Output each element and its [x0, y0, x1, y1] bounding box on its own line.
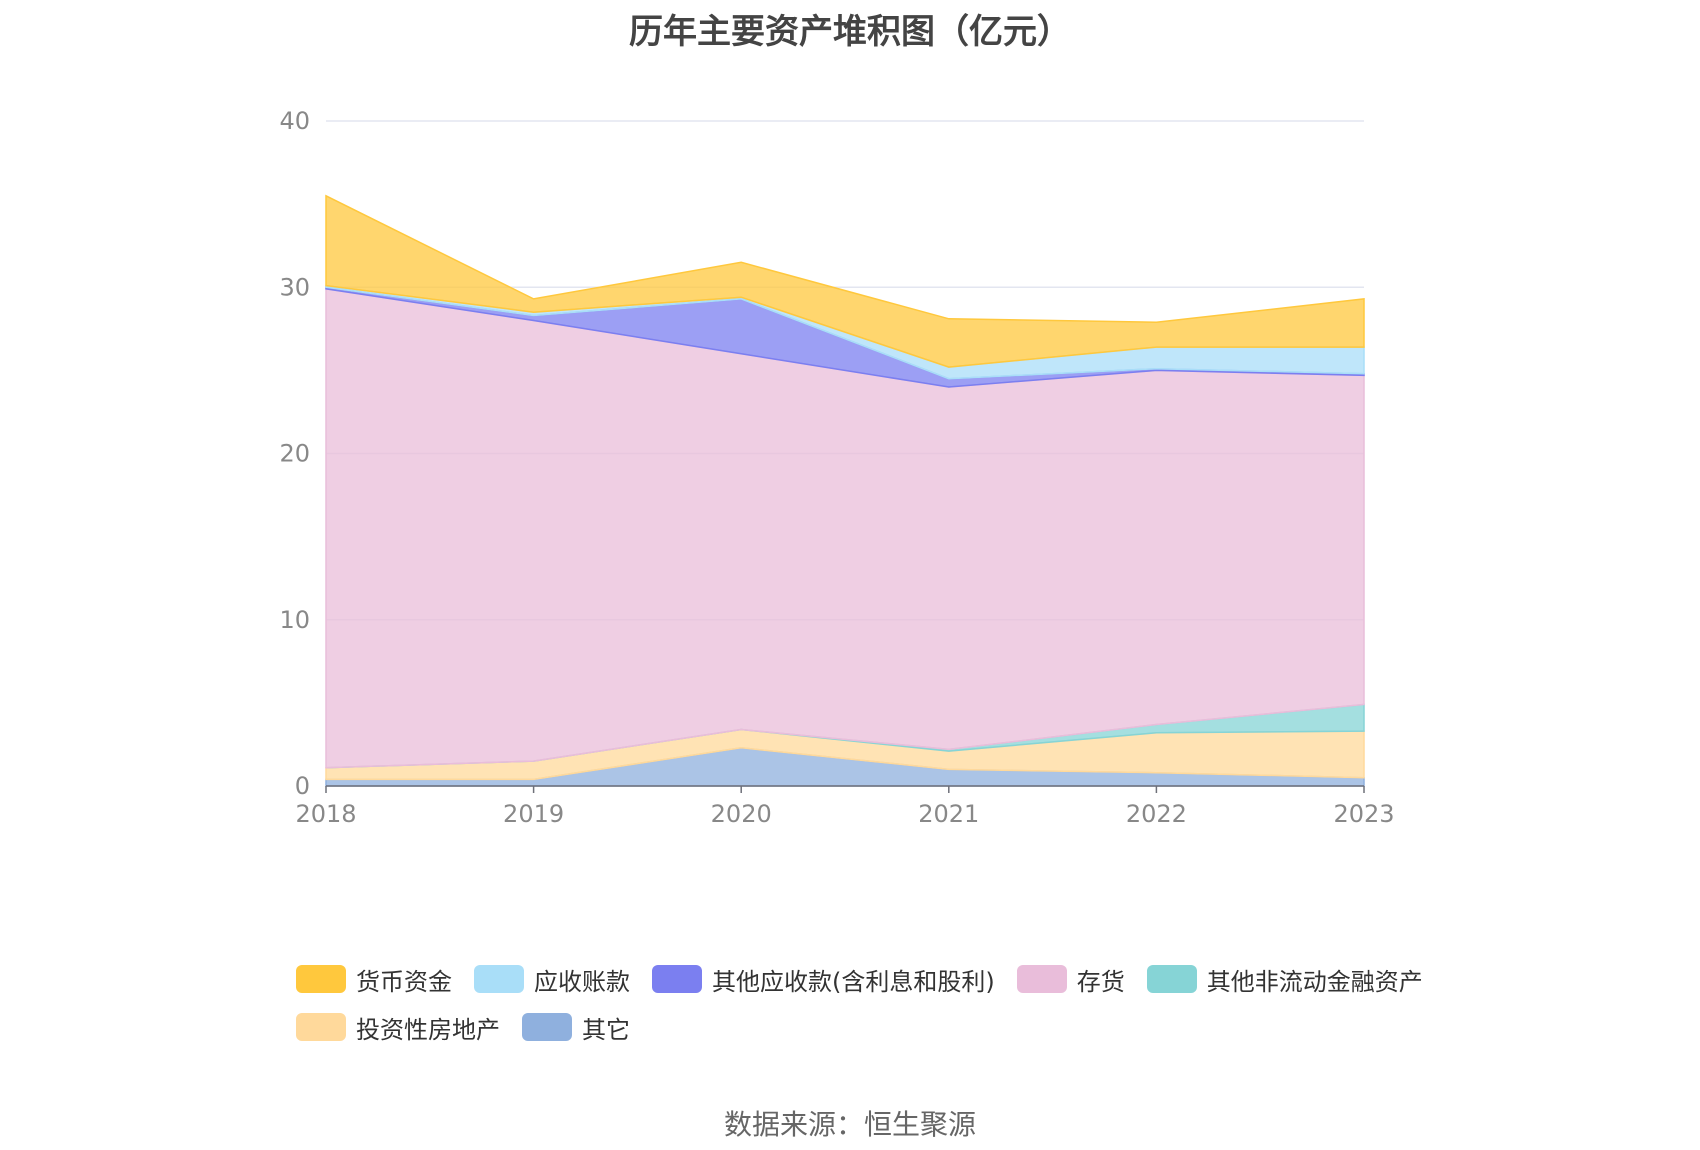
y-tick-label: 10: [279, 606, 310, 634]
x-tick-label: 2018: [295, 800, 356, 828]
area-series-6: [325, 194, 1365, 368]
chart-title: 历年主要资产堆积图（亿元）: [629, 12, 1071, 52]
legend-item[interactable]: 存货: [1016, 955, 1125, 1003]
data-source: 数据来源：恒生聚源: [723, 1108, 976, 1141]
legend-item[interactable]: 其它: [522, 1003, 630, 1051]
x-tick-label: 2022: [1126, 800, 1187, 828]
legend-swatch: [1016, 965, 1067, 993]
legend-item[interactable]: 应收账款: [474, 955, 630, 1003]
y-tick-label: 40: [279, 107, 310, 135]
legend-swatch: [296, 965, 346, 993]
legend-item[interactable]: 其他应收款(含利息和股利): [652, 955, 995, 1003]
axes: 0 10 20 30 40 2018 2019 2020 2021 2022 2023: [279, 107, 1394, 828]
legend-label: 其它: [582, 1015, 630, 1044]
legend-item[interactable]: 其他非流动金融资产: [1146, 955, 1423, 1003]
legend-swatch: [1146, 965, 1197, 993]
legend-label: 货币资金: [356, 967, 452, 996]
legend-label: 其他应收款(含利息和股利): [712, 967, 995, 996]
legend-swatch: [474, 965, 524, 993]
x-tick-label: 2023: [1333, 800, 1394, 828]
x-tick-label: 2019: [503, 800, 564, 828]
y-tick-label: 30: [279, 273, 310, 301]
legend-swatch: [522, 1013, 572, 1041]
legend-item[interactable]: 货币资金: [296, 955, 452, 1003]
area-series: [325, 194, 1365, 787]
legend-swatch: [296, 1013, 346, 1041]
stacked-area-chart: 0 10 20 30 40 2018 2019 2020 2021 2022 2023: [279, 107, 1394, 828]
y-tick-label: 20: [279, 440, 310, 468]
legend-item[interactable]: 投资性房地产: [296, 1003, 500, 1051]
y-tick-label: 0: [295, 772, 310, 800]
legend: 货币资金 应收账款 其他应收款(含利息和股利) 存货 其他非流动金融资产投资性房地产 其它: [296, 955, 1456, 1051]
x-tick-label: 2021: [918, 800, 979, 828]
legend-label: 投资性房地产: [356, 1015, 500, 1044]
x-tick-label: 2020: [711, 800, 772, 828]
legend-label: 应收账款: [534, 967, 630, 996]
legend-label: 存货: [1076, 967, 1125, 996]
legend-label: 其他非流动金融资产: [1206, 967, 1423, 996]
legend-swatch: [652, 965, 702, 993]
